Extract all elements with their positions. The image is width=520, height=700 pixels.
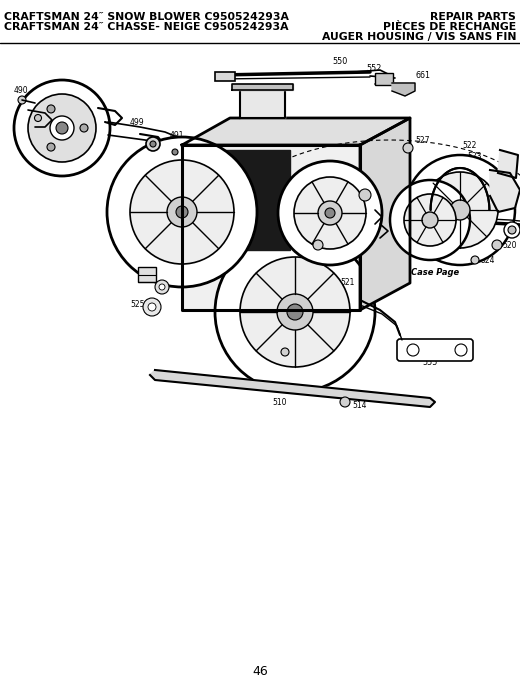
- Text: 544: 544: [130, 259, 145, 268]
- Text: 490: 490: [14, 86, 29, 95]
- Circle shape: [47, 105, 55, 113]
- Circle shape: [50, 116, 74, 140]
- Polygon shape: [490, 170, 520, 212]
- FancyBboxPatch shape: [215, 72, 235, 81]
- Circle shape: [215, 232, 375, 392]
- Text: 521: 521: [340, 278, 354, 287]
- Circle shape: [14, 80, 110, 176]
- Circle shape: [455, 344, 467, 356]
- Circle shape: [155, 280, 169, 294]
- Text: CRAFTSMAN 24″ SNOW BLOWER C950524293A: CRAFTSMAN 24″ SNOW BLOWER C950524293A: [4, 12, 289, 22]
- Text: AUGER HOUSING / VIS SANS FIN: AUGER HOUSING / VIS SANS FIN: [321, 32, 516, 42]
- Circle shape: [504, 222, 520, 238]
- Text: 540: 540: [155, 272, 170, 281]
- FancyBboxPatch shape: [397, 339, 473, 361]
- Polygon shape: [205, 150, 290, 250]
- Text: 485: 485: [28, 96, 43, 105]
- Circle shape: [471, 256, 479, 264]
- Text: 527: 527: [118, 176, 133, 185]
- Polygon shape: [232, 84, 293, 90]
- Text: 520: 520: [502, 241, 516, 250]
- Circle shape: [34, 115, 42, 122]
- Text: 527: 527: [415, 136, 430, 145]
- Polygon shape: [182, 118, 410, 145]
- Text: 511: 511: [345, 186, 359, 195]
- Circle shape: [340, 397, 350, 407]
- Circle shape: [508, 226, 516, 234]
- Circle shape: [176, 206, 188, 218]
- Text: 525: 525: [516, 225, 520, 234]
- Circle shape: [390, 180, 470, 260]
- Text: 491: 491: [170, 131, 185, 140]
- Circle shape: [80, 124, 88, 132]
- Circle shape: [167, 197, 197, 227]
- Circle shape: [18, 96, 26, 104]
- Circle shape: [359, 189, 371, 201]
- Circle shape: [313, 240, 323, 250]
- Circle shape: [287, 304, 303, 320]
- Circle shape: [492, 240, 502, 250]
- Polygon shape: [182, 145, 360, 310]
- Circle shape: [47, 143, 55, 151]
- Circle shape: [107, 137, 257, 287]
- Text: 552: 552: [366, 64, 382, 73]
- Circle shape: [56, 122, 68, 134]
- Text: 523: 523: [388, 213, 402, 222]
- Text: 514: 514: [352, 401, 367, 410]
- Text: 480: 480: [85, 95, 99, 104]
- Circle shape: [318, 201, 342, 225]
- Polygon shape: [240, 90, 285, 118]
- Circle shape: [278, 161, 382, 265]
- Polygon shape: [498, 150, 518, 178]
- Text: PIÈCES DE RECHANGE: PIÈCES DE RECHANGE: [383, 22, 516, 32]
- Polygon shape: [360, 118, 410, 310]
- Text: 46: 46: [252, 665, 268, 678]
- FancyBboxPatch shape: [375, 73, 393, 85]
- Circle shape: [325, 208, 335, 218]
- Text: 550: 550: [332, 57, 348, 66]
- Circle shape: [143, 298, 161, 316]
- Text: Ref. Gear Case Page: Ref. Gear Case Page: [365, 268, 459, 277]
- Text: 524: 524: [480, 256, 495, 265]
- Text: 511: 511: [370, 180, 384, 189]
- Circle shape: [294, 177, 366, 249]
- Circle shape: [404, 194, 456, 246]
- Polygon shape: [392, 83, 415, 96]
- Text: 661: 661: [415, 71, 430, 80]
- Circle shape: [240, 257, 350, 367]
- Text: 522: 522: [462, 141, 476, 150]
- Circle shape: [450, 200, 470, 220]
- Text: 493: 493: [310, 246, 326, 255]
- Text: 522: 522: [382, 199, 396, 208]
- Circle shape: [277, 294, 313, 330]
- Text: 525: 525: [130, 300, 145, 309]
- Text: CRAFTSMAN 24″ CHASSE- NEIGE C950524293A: CRAFTSMAN 24″ CHASSE- NEIGE C950524293A: [4, 22, 289, 32]
- Circle shape: [150, 141, 156, 147]
- Text: 524: 524: [268, 348, 282, 357]
- Circle shape: [148, 303, 156, 311]
- Ellipse shape: [166, 147, 184, 157]
- Circle shape: [422, 172, 498, 248]
- Circle shape: [407, 344, 419, 356]
- Circle shape: [405, 155, 515, 265]
- Text: 510: 510: [273, 398, 287, 407]
- Circle shape: [130, 160, 234, 264]
- Text: 555: 555: [422, 358, 438, 367]
- Polygon shape: [150, 370, 435, 407]
- Circle shape: [146, 137, 160, 151]
- Text: 484: 484: [34, 106, 48, 115]
- FancyBboxPatch shape: [138, 267, 156, 282]
- Text: 500: 500: [345, 123, 360, 132]
- Text: 523: 523: [467, 152, 482, 161]
- Circle shape: [159, 284, 165, 290]
- Text: REPAIR PARTS: REPAIR PARTS: [430, 12, 516, 22]
- Circle shape: [172, 149, 178, 155]
- Circle shape: [281, 348, 289, 356]
- Circle shape: [422, 212, 438, 228]
- Text: 499: 499: [78, 150, 93, 159]
- Circle shape: [28, 94, 96, 162]
- Circle shape: [403, 143, 413, 153]
- Text: 499: 499: [130, 118, 145, 127]
